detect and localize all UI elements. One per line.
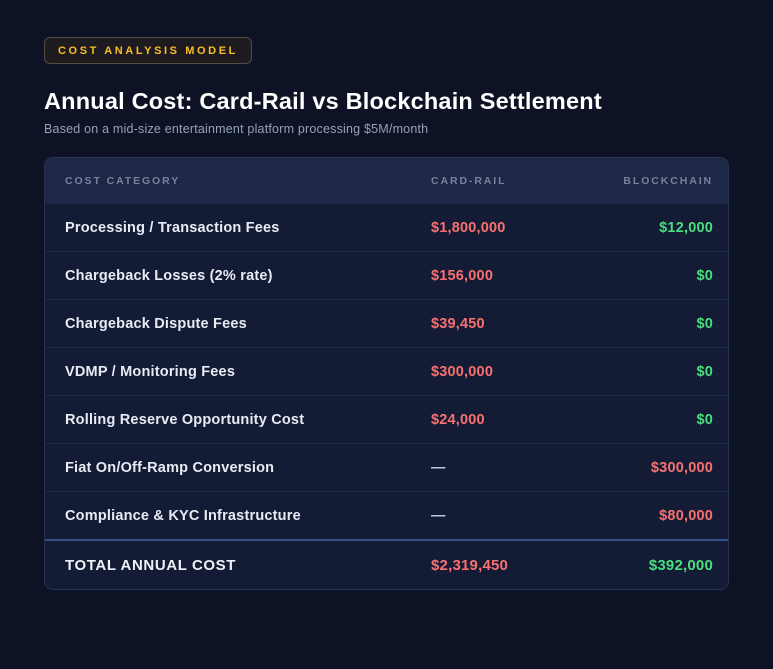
table-row: Processing / Transaction Fees $1,800,000 $…	[45, 204, 728, 251]
table-body: Processing / Transaction Fees $1,800,000 $…	[45, 204, 728, 539]
row-category-label: Compliance & KYC Infrastructure	[65, 507, 301, 524]
row-blockchain-value: $0	[696, 411, 713, 428]
row-category-label: VDMP / Monitoring Fees	[65, 363, 236, 380]
table-total-row: TOTAL ANNUAL COST $2,319,450 $392,000	[45, 539, 728, 589]
row-blockchain-value: $0	[696, 267, 713, 284]
total-blockchain-value: $392,000	[648, 556, 713, 574]
row-blockchain-value: $300,000	[650, 459, 713, 476]
cost-analysis-model-badge: COST ANALYSIS MODEL	[44, 37, 252, 64]
row-blockchain-value: $0	[696, 315, 713, 332]
table-row: Fiat On/Off-Ramp Conversion — $300,000	[45, 443, 728, 491]
row-card-rail-value: $39,450	[431, 315, 485, 332]
row-card-rail-value: —	[431, 507, 446, 524]
table-row: Compliance & KYC Infrastructure — $80,000	[45, 491, 728, 539]
row-blockchain-value: $12,000	[659, 219, 713, 236]
page: COST ANALYSIS MODEL Annual Cost: Card-Ra…	[44, 37, 729, 590]
table-row: VDMP / Monitoring Fees $300,000 $0	[45, 347, 728, 395]
row-category-label: Rolling Reserve Opportunity Cost	[65, 411, 305, 428]
row-card-rail-value: $1,800,000	[431, 219, 506, 236]
total-card-rail-value: $2,319,450	[431, 556, 509, 574]
column-header-cost-category: COST CATEGORY	[65, 175, 181, 187]
table-row: Chargeback Losses (2% rate) $156,000 $0	[45, 251, 728, 299]
row-category-label: Chargeback Losses (2% rate)	[65, 267, 273, 284]
table-row: Chargeback Dispute Fees $39,450 $0	[45, 299, 728, 347]
page-title: Annual Cost: Card-Rail vs Blockchain Set…	[44, 88, 602, 114]
row-category-label: Fiat On/Off-Ramp Conversion	[65, 459, 275, 476]
row-card-rail-value: $300,000	[431, 363, 494, 380]
total-label: TOTAL ANNUAL COST	[65, 556, 237, 574]
row-card-rail-value: —	[431, 459, 446, 476]
row-category-label: Chargeback Dispute Fees	[65, 315, 247, 332]
row-blockchain-value: $80,000	[659, 507, 713, 524]
column-header-blockchain: BLOCKCHAIN	[623, 175, 713, 187]
row-blockchain-value: $0	[696, 363, 713, 380]
row-card-rail-value: $156,000	[431, 267, 494, 284]
page-subtitle: Based on a mid-size entertainment platfo…	[44, 122, 429, 136]
row-category-label: Processing / Transaction Fees	[65, 219, 280, 236]
column-header-card-rail: CARD-RAIL	[431, 175, 507, 187]
row-card-rail-value: $24,000	[431, 411, 485, 428]
cost-comparison-table: COST CATEGORY CARD-RAIL BLOCKCHAIN Proce…	[44, 157, 729, 590]
table-row: Rolling Reserve Opportunity Cost $24,000 $…	[45, 395, 728, 443]
table-header-row: COST CATEGORY CARD-RAIL BLOCKCHAIN	[45, 158, 728, 204]
